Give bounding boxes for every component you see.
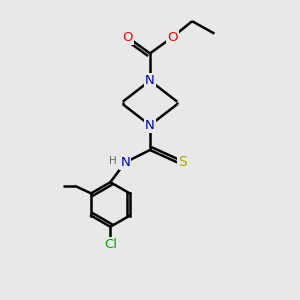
Text: N: N <box>120 156 130 169</box>
Text: N: N <box>145 119 155 132</box>
Text: O: O <box>167 31 178 44</box>
Text: S: S <box>178 155 187 170</box>
Text: Cl: Cl <box>104 238 117 250</box>
Text: H: H <box>109 156 117 166</box>
Text: O: O <box>122 31 133 44</box>
Text: N: N <box>145 74 155 87</box>
